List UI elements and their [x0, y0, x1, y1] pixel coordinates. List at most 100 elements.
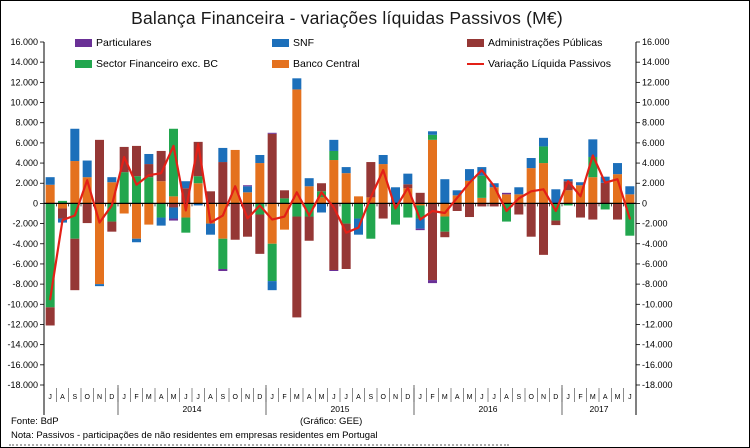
x-month-label: D: [405, 394, 410, 401]
legend-label: Banco Central: [293, 58, 360, 70]
bar-segment: [169, 218, 178, 221]
bar-segment: [378, 164, 388, 204]
x-month-label: M: [615, 394, 621, 401]
bar-segment: [539, 163, 548, 204]
legend-color-swatch: [272, 60, 289, 68]
bar-segment: [267, 203, 277, 244]
bar-segment: [156, 181, 166, 204]
x-month-label: A: [307, 394, 312, 401]
x-year-label: 2017: [590, 404, 609, 414]
y-tick-label-left: -10.000: [7, 299, 38, 309]
bar-segment: [243, 192, 252, 204]
bar-segment: [304, 186, 314, 204]
bar-segment: [489, 187, 499, 204]
y-tick-label-left: 12.000: [10, 77, 38, 87]
bar-segment: [255, 214, 265, 254]
bar-segment: [551, 220, 561, 226]
bar-segment: [267, 281, 277, 291]
x-month-label: A: [455, 394, 460, 401]
bar-segment: [156, 203, 166, 218]
bar-segment: [428, 131, 437, 135]
bar-segment: [70, 161, 80, 204]
bar-segment: [255, 154, 265, 164]
bar-segment: [465, 169, 474, 181]
bar-segment: [440, 179, 450, 204]
bar-segment: [181, 181, 191, 189]
bar-segment: [169, 128, 178, 197]
legend-label: Variação Líquida Passivos: [488, 58, 611, 70]
bar-segment: [230, 149, 240, 204]
bar-segment: [428, 139, 437, 204]
bar-segment: [144, 177, 154, 204]
bar-segment: [526, 168, 536, 204]
bar-segment: [156, 150, 166, 182]
x-month-label: N: [97, 394, 102, 401]
legend-label: Particulares: [96, 37, 152, 49]
x-year-label: 2014: [183, 404, 202, 414]
x-month-label: M: [319, 394, 325, 401]
y-tick-label-left: 6.000: [15, 138, 38, 148]
bar-segment: [70, 238, 80, 291]
x-month-label: A: [159, 394, 164, 401]
bar-segment: [45, 307, 55, 326]
y-tick-label-right: 10.000: [642, 98, 670, 108]
bar-segment: [243, 186, 252, 193]
bar-segment: [230, 203, 240, 240]
bar-segment: [95, 284, 104, 287]
bar-segment: [304, 178, 314, 187]
x-month-label: J: [480, 394, 484, 401]
bar-segment: [280, 190, 289, 199]
y-tick-label-left: 8.000: [15, 118, 38, 128]
bar-segment: [403, 203, 413, 218]
x-month-label: N: [541, 394, 546, 401]
bar-segment: [58, 203, 67, 209]
bar-segment: [218, 147, 228, 163]
bar-segment: [45, 203, 55, 308]
bar-segment: [82, 160, 92, 178]
x-month-label: D: [553, 394, 558, 401]
y-tick-label-right: 0: [642, 198, 647, 208]
bar-segment: [588, 177, 598, 204]
bar-segment: [169, 203, 178, 208]
x-month-label: J: [48, 394, 52, 401]
x-month-label: F: [578, 394, 582, 401]
bar-segment: [366, 197, 376, 204]
bar-segment: [267, 243, 277, 282]
y-tick-label-left: -2.000: [12, 219, 38, 229]
y-tick-label-left: 10.000: [10, 98, 38, 108]
bar-segment: [218, 268, 228, 272]
bar-segment: [329, 269, 339, 271]
x-month-label: O: [528, 394, 534, 401]
bar-segment: [329, 203, 339, 270]
bar-segment: [526, 203, 536, 237]
bar-segment: [489, 203, 499, 207]
bar-segment: [169, 207, 178, 219]
legend-color-swatch: [75, 60, 92, 68]
bar-segment: [477, 175, 487, 198]
y-tick-label-left: -6.000: [12, 259, 38, 269]
bar-segment: [600, 176, 610, 183]
bar-segment: [341, 203, 351, 224]
footnote: Nota: Passivos - participações de não re…: [11, 430, 378, 441]
bar-segment: [58, 208, 67, 219]
bar-segment: [156, 217, 166, 226]
bar-segment: [465, 180, 474, 204]
x-month-label: J: [492, 394, 496, 401]
x-month-label: O: [380, 394, 386, 401]
bar-segment: [539, 203, 548, 255]
y-tick-label-right: 6.000: [642, 138, 665, 148]
bar-segment: [452, 190, 462, 196]
y-tick-label-right: 8.000: [642, 118, 665, 128]
bar-segment: [144, 203, 154, 225]
y-tick-label-left: 2.000: [15, 178, 38, 188]
bar-segment: [181, 188, 191, 204]
y-tick-label-left: -16.000: [7, 360, 38, 370]
x-month-label: M: [294, 394, 300, 401]
x-year-label: 2016: [479, 404, 498, 414]
bar-segment: [292, 89, 302, 204]
bar-segment: [341, 167, 351, 174]
y-tick-label-right: -2.000: [642, 219, 668, 229]
bar-segment: [267, 132, 277, 134]
bar-segment: [329, 160, 339, 204]
